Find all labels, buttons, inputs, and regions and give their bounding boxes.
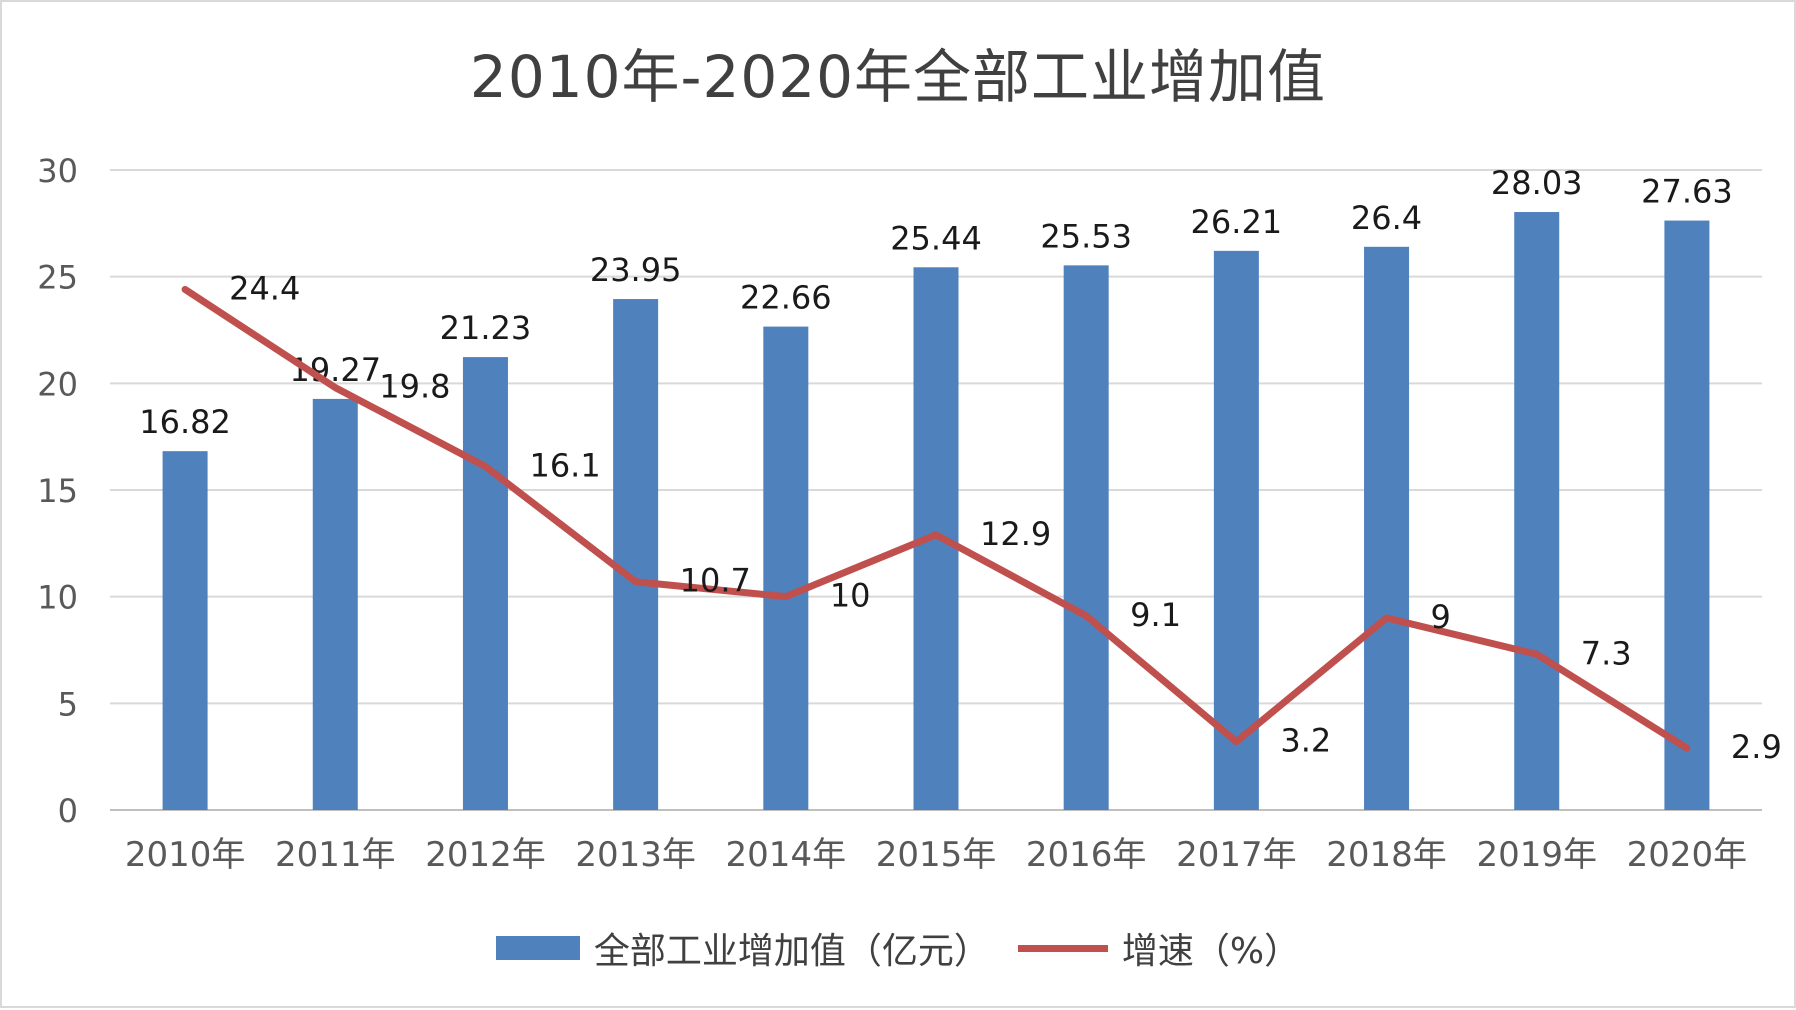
line-point <box>1083 612 1090 619</box>
line-data-label: 16.1 <box>529 447 600 485</box>
line-point <box>332 384 339 391</box>
bar <box>1063 265 1109 810</box>
legend-swatch-bar <box>495 936 580 960</box>
legend-item-line[interactable]: 增速（%） <box>1017 922 1301 974</box>
bar-data-label: 25.44 <box>890 219 982 257</box>
legend: 全部工业增加值（亿元） 增速（%） <box>2 922 1794 974</box>
legend-label-line: 增速（%） <box>1121 931 1301 972</box>
bar <box>312 398 358 810</box>
bar-data-label: 26.21 <box>1191 203 1283 241</box>
x-tick-label: 2015年 <box>876 835 997 875</box>
legend-item-bar[interactable]: 全部工业增加值（亿元） <box>495 922 990 974</box>
bar-data-label: 21.23 <box>440 309 532 347</box>
line-point <box>182 286 189 293</box>
line-point <box>782 593 789 600</box>
line-point <box>1383 615 1390 621</box>
bar <box>613 299 659 810</box>
bar-data-label: 27.63 <box>1641 173 1733 211</box>
line-point <box>1533 651 1540 658</box>
y-tick-label: 25 <box>37 259 78 297</box>
line-data-label: 9 <box>1431 598 1451 636</box>
bar <box>162 451 208 810</box>
chart-title: 2010年-2020年全部工业增加值 <box>469 43 1327 111</box>
bar-data-label: 22.66 <box>740 279 832 317</box>
line-data-label: 10.7 <box>680 562 751 600</box>
x-tick-label: 2017年 <box>1176 835 1297 875</box>
y-tick-label: 30 <box>37 152 78 190</box>
line-data-label: 9.1 <box>1130 596 1181 634</box>
bar-data-label: 23.95 <box>590 251 682 289</box>
line-point <box>933 531 939 538</box>
x-tick-label: 2012年 <box>425 835 546 875</box>
y-tick-label: 15 <box>37 472 78 510</box>
legend-label-bar: 全部工业增加值（亿元） <box>593 931 990 972</box>
x-tick-label: 2014年 <box>726 835 847 875</box>
legend-swatch-line <box>1017 944 1108 952</box>
bar <box>1664 220 1710 810</box>
x-tick-label: 2011年 <box>275 835 396 875</box>
line-point <box>1683 745 1690 752</box>
line-data-label: 10 <box>830 577 871 615</box>
bar <box>1514 212 1560 810</box>
bar <box>1364 246 1410 811</box>
bar <box>462 357 508 810</box>
x-tick-label: 2010年 <box>125 835 246 875</box>
bar-data-label: 26.4 <box>1351 199 1422 237</box>
y-tick-label: 0 <box>58 792 78 830</box>
line-point <box>482 463 489 470</box>
x-tick-label: 2020年 <box>1627 835 1748 875</box>
bar-data-label: 16.82 <box>139 403 231 441</box>
line-data-label: 19.8 <box>379 368 450 406</box>
y-tick-label: 10 <box>37 579 78 617</box>
line-data-label: 7.3 <box>1581 634 1632 672</box>
bar <box>1213 250 1259 810</box>
x-tick-label: 2018年 <box>1326 835 1447 875</box>
line-data-label: 12.9 <box>980 515 1051 553</box>
y-tick-label: 20 <box>37 365 78 403</box>
x-tick-label: 2016年 <box>1026 835 1147 875</box>
bar-data-label: 25.53 <box>1040 217 1132 255</box>
line-data-label: 2.9 <box>1731 728 1782 766</box>
bar <box>763 326 809 810</box>
x-tick-label: 2013年 <box>575 835 696 875</box>
y-tick-label: 5 <box>58 685 78 723</box>
line-point <box>1233 738 1240 745</box>
x-tick-label: 2019年 <box>1476 835 1597 875</box>
bar-data-label: 28.03 <box>1491 164 1583 202</box>
line-point <box>632 578 639 585</box>
line-data-label: 3.2 <box>1280 722 1331 760</box>
line-data-label: 24.4 <box>229 269 300 307</box>
